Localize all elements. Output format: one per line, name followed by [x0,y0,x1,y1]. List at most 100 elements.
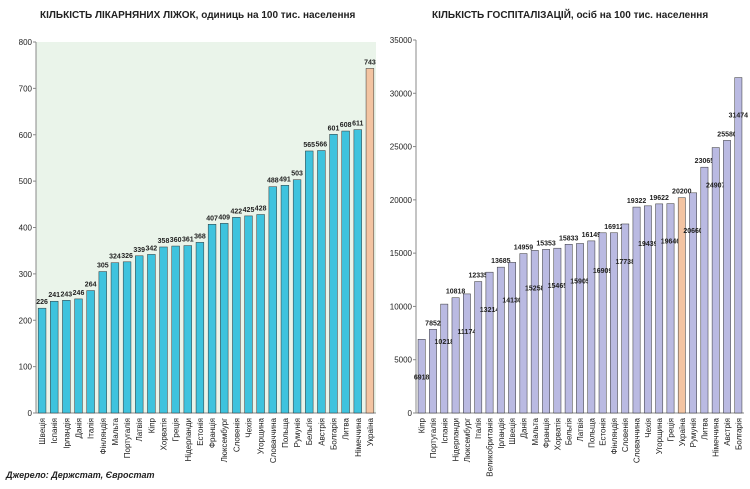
x-tick-label: Ірландія [62,418,71,449]
x-tick-label: Словаччина [269,417,278,463]
source: Джерело: Держстат, Євростат [5,470,155,480]
x-tick-label: Чехія [245,418,254,438]
bar [292,179,302,414]
bar [183,245,192,414]
value-label: 15353 [536,240,556,247]
y-tick-label: 400 [19,224,33,233]
bar [632,206,641,414]
bar [723,140,731,414]
bar [564,244,573,414]
bar [463,293,471,414]
x-tick-label: Франція [208,418,217,448]
x-tick-label: Італія [87,418,96,439]
x-tick-label: Естонія [599,418,608,446]
bar [677,197,686,414]
x-tick-label: Люксембург [463,418,472,462]
x-tick-label: Італія [474,418,483,439]
value-label: 15905 [570,278,590,285]
bar [440,303,449,414]
bar [135,255,144,414]
value-label: 409 [218,214,230,221]
x-tick-label: Угорщина [655,417,664,454]
bar [280,185,290,414]
x-tick-label: Данія [519,418,528,438]
bar [147,254,156,414]
bar [530,250,539,414]
value-label: 226 [36,299,48,306]
y-tick-label: 500 [19,177,33,186]
y-tick-label: 0 [408,409,413,418]
y-tick-label: 100 [19,363,33,372]
value-label: 488 [267,178,279,185]
bar [365,68,375,414]
value-label: 10818 [446,289,466,296]
bar [553,247,562,414]
x-tick-label: Словаччина [633,417,642,463]
x-tick-label: Хорватія [553,418,562,450]
value-label: 15833 [559,235,579,242]
x-tick-label: Нідерланди [452,418,461,462]
bar [353,129,362,414]
value-label: 23065 [695,158,715,165]
value-label: 360 [170,237,182,244]
value-label: 6918 [414,374,430,381]
value-label: 425 [243,207,255,214]
x-tick-label: Латвія [135,418,144,442]
y-tick-label: 800 [19,38,33,47]
bar [195,242,205,414]
value-label: 305 [97,263,109,270]
bar [50,300,59,414]
y-tick-label: 20000 [390,196,413,205]
bar [496,266,505,414]
value-label: 246 [73,290,85,297]
x-tick-label: Ірландія [497,418,506,449]
x-tick-label: Бельгія [305,418,314,445]
bar [207,224,217,414]
value-label: 14959 [514,245,534,252]
bar [329,134,338,414]
x-tick-label: Швеція [508,418,517,445]
x-tick-label: Франція [542,418,551,448]
y-tick-label: 15000 [390,249,413,258]
y-tick-label: 10000 [390,302,413,311]
x-tick-label: Австрія [723,418,732,446]
bar [232,217,241,414]
x-tick-label: Угорщина [257,417,266,454]
bar [244,215,253,414]
bar [451,297,460,414]
value-label: 19646 [661,239,681,246]
value-label: 25580 [717,131,737,138]
bar [159,246,168,414]
value-label: 11174 [458,329,477,336]
x-tick-label: Латвія [576,418,585,442]
bar [429,329,437,414]
bar [417,339,426,414]
x-tick-label: Фінляндія [610,418,619,454]
value-label: 358 [158,238,170,245]
value-label: 324 [109,254,121,261]
x-tick-label: Греція [666,418,675,441]
x-tick-label: Словенія [232,418,241,452]
value-label: 342 [146,245,158,252]
x-tick-label: Кіпр [418,417,427,433]
bar [542,249,550,414]
value-label: 19622 [649,195,669,202]
y-tick-label: 700 [19,84,33,93]
x-tick-label: Греція [172,418,181,441]
bar [256,214,265,414]
bar [74,298,83,414]
y-tick-label: 200 [19,316,33,325]
y-tick-label: 0 [28,409,33,418]
value-label: 16909 [593,268,613,275]
value-label: 611 [352,121,363,128]
bar [317,150,326,414]
bar [98,271,107,414]
bar [734,77,743,414]
x-tick-label: Румунія [689,418,698,447]
x-tick-label: Бельгія [565,418,574,445]
x-tick-label: Болгарія [330,418,339,450]
x-tick-label: Нідерланди [184,418,193,462]
value-label: 361 [182,237,194,244]
value-label: 15258 [525,285,545,292]
